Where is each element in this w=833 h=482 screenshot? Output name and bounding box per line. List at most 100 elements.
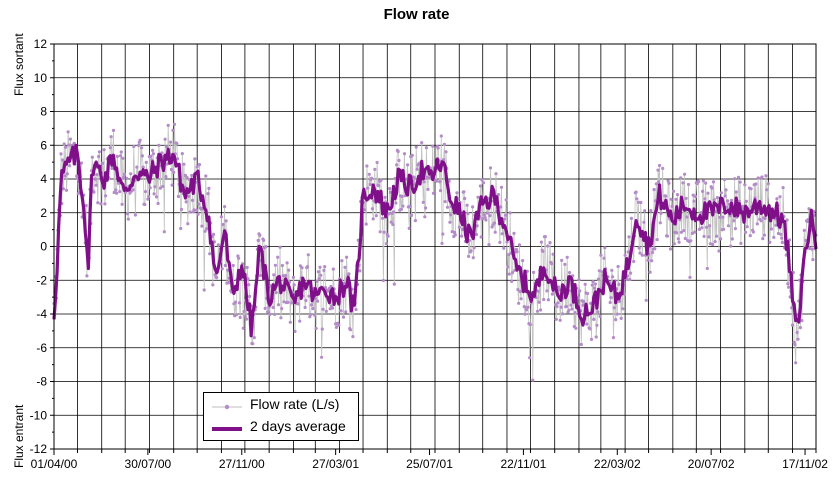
flow-rate-point <box>252 336 256 340</box>
flow-rate-point <box>654 182 659 186</box>
flow-rate-point <box>293 329 297 333</box>
flow-rate-point <box>725 205 729 209</box>
flow-rate-point <box>488 166 493 170</box>
x-tick-label: 17/11/02 <box>782 457 828 471</box>
flow-rate-point <box>462 190 466 194</box>
flow-rate-point <box>271 305 275 310</box>
flow-rate-point <box>733 227 738 231</box>
flow-rate-point <box>274 291 278 295</box>
flow-rate-point <box>502 246 506 250</box>
flow-rate-point <box>298 319 302 323</box>
flow-rate-point <box>524 305 528 309</box>
flow-rate-point <box>96 201 100 205</box>
flow-rate-point <box>800 319 804 323</box>
flow-rate-point <box>679 230 684 234</box>
flow-rate-point <box>131 188 135 192</box>
flow-rate-point <box>200 224 204 228</box>
flow-rate-point <box>480 178 484 182</box>
flow-rate-point <box>149 154 153 158</box>
flow-rate-point <box>469 249 473 253</box>
flow-rate-point <box>153 185 157 189</box>
flow-rate-point <box>258 273 263 278</box>
flow-rate-point <box>711 180 716 184</box>
flow-rate-point <box>309 303 313 307</box>
flow-rate-point <box>363 208 367 212</box>
flow-rate-point <box>629 216 634 220</box>
flow-rate-point <box>565 255 569 259</box>
flow-rate-point <box>220 267 224 271</box>
y-tick-label: -4 <box>36 307 47 321</box>
flow-rate-point <box>179 226 183 231</box>
flow-rate-point <box>115 154 119 158</box>
flow-rate-point <box>611 275 615 279</box>
series-2-days-average <box>52 143 818 338</box>
flow-rate-point <box>586 291 590 296</box>
flow-rate-point <box>392 282 396 286</box>
flow-rate-point <box>374 214 378 218</box>
flow-rate-point <box>318 265 322 269</box>
flow-rate-point <box>237 256 241 260</box>
flow-rate-point <box>548 241 552 245</box>
y-tick-label: -12 <box>30 442 48 456</box>
flow-rate-point <box>798 326 803 330</box>
flow-rate-point <box>718 215 722 219</box>
flow-rate-point <box>175 141 179 145</box>
flow-rate-point <box>169 167 173 172</box>
flow-rate-point <box>593 282 598 286</box>
flow-rate-point <box>384 242 389 246</box>
flow-rate-point <box>517 243 522 247</box>
flow-rate-point <box>337 323 341 327</box>
flow-rate-point <box>598 314 602 318</box>
flow-rate-point <box>794 361 798 365</box>
flow-rate-point <box>246 277 250 281</box>
flow-rate-point <box>120 202 124 206</box>
flow-rate-point <box>693 195 698 199</box>
flow-rate-point <box>442 142 446 146</box>
flow-rate-point <box>197 202 201 206</box>
flow-rate-point <box>147 194 151 199</box>
flow-rate-point <box>420 141 424 145</box>
flow-rate-point <box>194 208 198 212</box>
flow-rate-point <box>810 247 814 251</box>
flow-rate-point <box>391 210 396 214</box>
flow-rate-point <box>424 206 428 210</box>
flow-rate-point <box>345 255 349 259</box>
flow-rate-point <box>500 232 504 236</box>
flow-rate-point <box>393 176 397 181</box>
flow-rate-point <box>273 263 277 267</box>
flow-rate-point <box>701 189 705 193</box>
flow-rate-point <box>667 181 671 185</box>
flow-rate-point <box>697 227 702 231</box>
flow-rate-point <box>234 313 238 317</box>
chart-title: Flow rate <box>383 6 450 23</box>
flow-rate-point <box>590 283 594 287</box>
flow-rate-point <box>122 175 126 179</box>
y-tick-label: 4 <box>40 172 47 186</box>
flow-rate-point <box>421 200 425 204</box>
flow-rate-point <box>560 312 565 316</box>
flow-rate-point <box>573 311 577 315</box>
flow-rate-point <box>343 265 347 269</box>
flow-rate-point <box>756 176 760 180</box>
flow-rate-point <box>734 190 738 194</box>
flow-rate-point <box>441 232 445 236</box>
flow-rate-point <box>686 182 691 187</box>
flow-rate-point <box>103 202 107 206</box>
flow-rate-point <box>193 157 197 161</box>
flow-rate-point <box>204 174 208 178</box>
flow-rate-point <box>504 198 508 202</box>
flow-rate-point <box>781 186 785 190</box>
flow-rate-point <box>483 216 487 220</box>
flow-rate-point <box>312 313 317 317</box>
flow-rate-point <box>164 175 168 179</box>
flow-rate-point <box>184 200 188 204</box>
flow-rate-point <box>414 145 418 149</box>
flow-rate-point <box>481 217 485 221</box>
flow-rate-point <box>655 238 659 242</box>
legend-label-2-days-average: 2 days average <box>250 418 346 434</box>
flow-rate-point <box>722 178 727 182</box>
flow-rate-point <box>97 150 101 154</box>
flow-rate-point <box>638 251 642 255</box>
y-axis-label-bottom: Flux entrant <box>12 404 26 468</box>
flow-rate-point <box>348 328 353 332</box>
